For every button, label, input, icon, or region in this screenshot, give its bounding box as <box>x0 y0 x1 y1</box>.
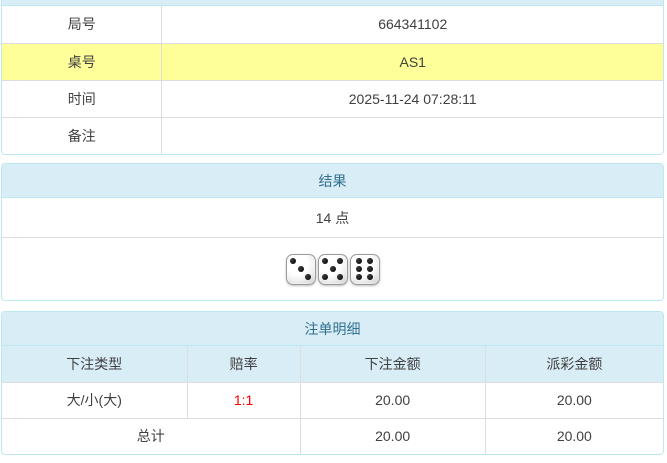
game-info-table: 局号 664341102 桌号 AS1 时间 2025-11-24 07:28:… <box>2 6 663 154</box>
bets-header-row: 下注类型 赔率 下注金额 派彩金额 <box>2 346 663 383</box>
total-payout-value: 20.00 <box>484 418 663 454</box>
total-row: 总计 20.00 20.00 <box>2 418 663 454</box>
game-info-panel: 局号 664341102 桌号 AS1 时间 2025-11-24 07:28:… <box>1 0 664 155</box>
round-id-label: 局号 <box>2 6 163 44</box>
die-1-icon <box>285 253 316 285</box>
time-label: 时间 <box>2 80 163 118</box>
col-payout-amount: 派彩金额 <box>484 346 663 383</box>
table-id-value: AS1 <box>161 43 663 81</box>
bet-row: 大/小(大) 1:1 20.00 20.00 <box>2 382 663 419</box>
bet-amount-value: 20.00 <box>299 382 486 419</box>
total-bet-value: 20.00 <box>299 418 486 454</box>
col-bet-amount: 下注金额 <box>299 346 486 383</box>
col-bet-type: 下注类型 <box>2 346 188 383</box>
game-info-heading-strip <box>2 0 663 6</box>
table-id-label: 桌号 <box>2 43 163 81</box>
result-panel-title: 结果 <box>2 164 663 198</box>
bet-payout-value: 20.00 <box>484 382 663 419</box>
bet-odds-value: 1:1 <box>186 382 301 419</box>
die-3-icon <box>349 253 380 285</box>
round-id-value: 664341102 <box>161 6 663 44</box>
col-odds: 赔率 <box>186 346 301 383</box>
bet-type-value: 大/小(大) <box>2 382 188 419</box>
dice-row <box>2 238 663 300</box>
bet-details-panel: 注单明细 下注类型 赔率 下注金额 派彩金额 大/小(大) 1:1 20.00 … <box>1 311 664 455</box>
result-panel: 结果 14 点 <box>1 163 664 301</box>
total-label: 总计 <box>136 428 165 445</box>
bet-details-table: 下注类型 赔率 下注金额 派彩金额 大/小(大) 1:1 20.00 20.00… <box>2 346 663 454</box>
info-row-1: 桌号 AS1 <box>2 43 663 81</box>
time-value: 2025-11-24 07:28:11 <box>161 80 663 118</box>
bet-details-title: 注单明细 <box>2 312 663 346</box>
remark-label: 备注 <box>2 117 163 154</box>
info-row-2: 时间 2025-11-24 07:28:11 <box>2 80 663 118</box>
remark-value <box>162 117 663 154</box>
info-row-0: 局号 664341102 <box>2 6 663 44</box>
die-2-icon <box>317 253 348 285</box>
result-points: 14 点 <box>2 198 663 238</box>
info-row-3: 备注 <box>2 117 663 154</box>
